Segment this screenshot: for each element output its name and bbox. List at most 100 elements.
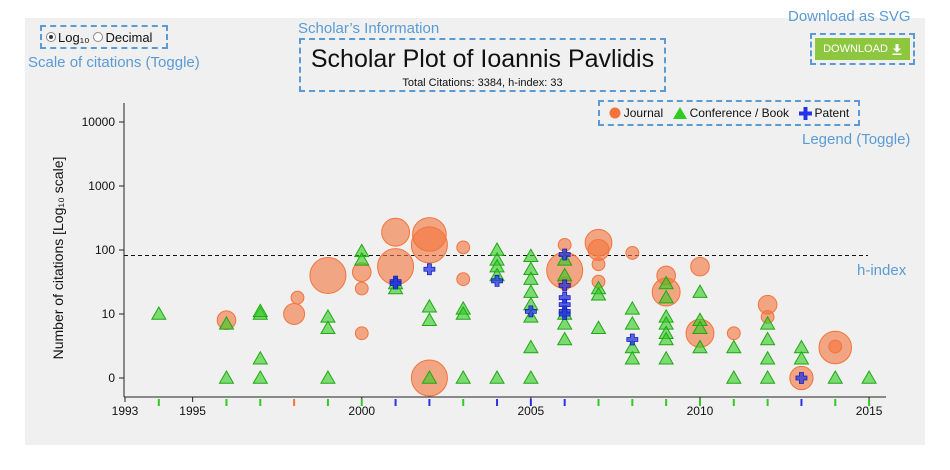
conference-point [218, 315, 235, 330]
conference-point [658, 275, 675, 290]
conference-point [421, 298, 438, 313]
journal-point [591, 257, 606, 272]
conference-point [861, 369, 877, 384]
legend-toggle-annotation: Legend (Toggle) [802, 131, 911, 148]
download-button[interactable]: DOWNLOAD [815, 38, 910, 60]
conference-point [793, 350, 810, 365]
conference-point [624, 350, 641, 365]
conference-point [624, 300, 641, 315]
chart-panel [25, 18, 925, 445]
conference-point [759, 315, 776, 330]
journal-point [410, 226, 448, 264]
x-tick-label: 1995 [179, 404, 206, 418]
conference-point [523, 339, 539, 354]
conference-point [252, 350, 269, 365]
conference-point [692, 320, 708, 334]
patent-point [524, 305, 537, 318]
patent-cross-icon [798, 106, 812, 120]
conference-point [759, 350, 776, 365]
conference-point [658, 350, 675, 365]
marks-layer: 0 10 100 1000 10000 1993 1995 2000 2005 2010 2015 N… [50, 103, 886, 418]
conference-point [692, 339, 708, 354]
legend-item-patent[interactable]: Patent [798, 106, 850, 120]
journal-point [625, 246, 640, 260]
decimal-radio[interactable] [93, 32, 104, 42]
download-box: DOWNLOAD [810, 33, 915, 65]
conference-point [556, 331, 573, 346]
conference-point [725, 339, 742, 354]
conference-point [590, 286, 607, 301]
conference-point [692, 284, 708, 298]
download-icon [892, 43, 902, 55]
journal-point [828, 339, 843, 354]
download-button-label: DOWNLOAD [823, 43, 888, 55]
conference-point [624, 315, 641, 330]
x-tick-label: 2005 [518, 404, 545, 418]
conference-point [556, 315, 573, 330]
conference-point [759, 331, 776, 346]
journal-point [290, 290, 305, 305]
journal-point [351, 262, 372, 282]
chart-title: Scholar Plot of Ioannis Pavlidis [310, 45, 655, 73]
x-tick-label: 2000 [348, 404, 375, 418]
scholar-info-annotation: Scholar’s Information [298, 20, 440, 37]
patent-point [423, 263, 436, 276]
x-tick-label: 1993 [112, 404, 139, 418]
scale-toggle: Log₁₀ Decimal [40, 25, 168, 49]
chart-subtitle: Total Citations: 3384, h-index: 33 [402, 77, 563, 89]
legend-label-conference: Conference / Book [689, 106, 790, 120]
journal-point [354, 281, 369, 296]
y-axis-title: Number of citations [Log₁₀ scale] [50, 157, 66, 360]
conference-point [421, 369, 438, 384]
y-tick-label: 10 [102, 307, 116, 321]
scale-toggle-annotation: Scale of citations (Toggle) [28, 54, 200, 71]
download-annotation: Download as SVG [788, 8, 911, 25]
journal-point [283, 303, 306, 325]
conference-point [421, 312, 438, 326]
legend: Journal Conference / Book Patent [598, 100, 860, 126]
patent-point [795, 372, 808, 384]
conference-point [590, 320, 607, 334]
conference-point [489, 369, 505, 384]
journal-point [456, 272, 471, 287]
x-tick-label: 2015 [856, 404, 883, 418]
conference-point [725, 369, 742, 384]
conference-point [523, 369, 539, 384]
legend-item-journal[interactable]: Journal [609, 106, 663, 120]
patent-point [626, 333, 639, 346]
conference-point [218, 369, 235, 384]
patent-point [558, 308, 571, 320]
conference-point [320, 369, 336, 384]
journal-point [726, 326, 741, 341]
y-tick-label: 10000 [82, 115, 116, 129]
conference-point [759, 369, 776, 384]
journal-point [456, 240, 471, 255]
conference-triangle-icon [672, 107, 687, 119]
journal-point [381, 217, 411, 247]
patent-point [558, 248, 571, 261]
legend-label-patent: Patent [814, 106, 850, 120]
y-tick-label: 0 [108, 371, 115, 385]
patent-point [558, 279, 571, 292]
conference-point [320, 320, 336, 334]
y-tick-label: 100 [95, 243, 115, 257]
journal-point [354, 326, 369, 341]
conference-point [523, 284, 539, 298]
conference-point [455, 305, 472, 320]
conference-point [455, 369, 472, 384]
conference-point [658, 289, 675, 304]
log-radio-label[interactable]: Log₁₀ [58, 29, 90, 45]
legend-item-conference[interactable]: Conference / Book [672, 106, 790, 120]
conference-point [252, 369, 269, 384]
patent-point [389, 277, 402, 290]
y-tick-label: 1000 [88, 179, 115, 193]
decimal-radio-label[interactable]: Decimal [105, 29, 153, 45]
journal-circle-icon [609, 107, 621, 119]
conference-point [658, 331, 675, 346]
conference-point [252, 303, 269, 318]
legend-label-journal: Journal [623, 106, 664, 120]
conference-point [827, 369, 844, 384]
log-radio[interactable] [46, 32, 56, 42]
scholar-info-box: Scholar Plot of Ioannis Pavlidis Total C… [299, 38, 666, 92]
